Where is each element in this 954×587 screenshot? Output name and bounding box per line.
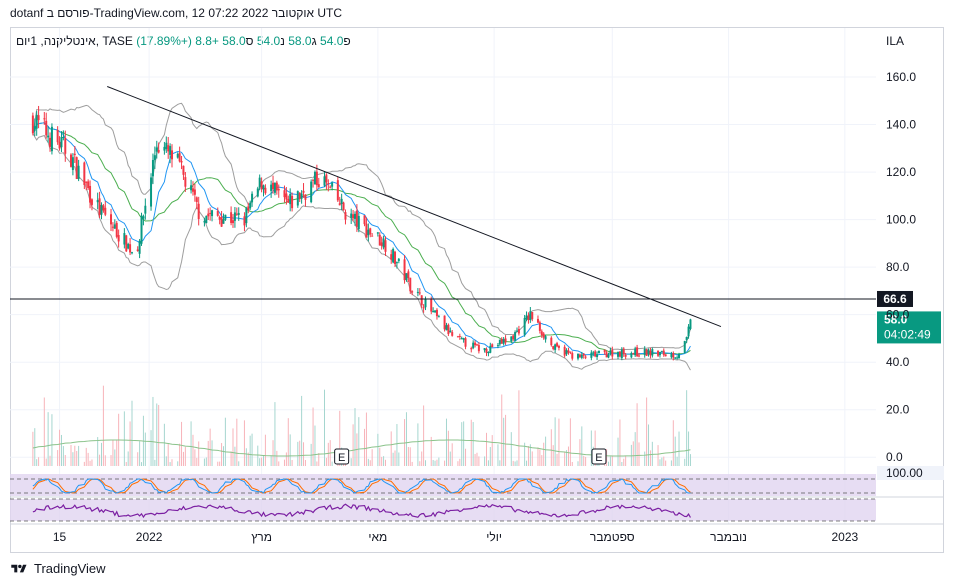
legend-open-label: פ [343,34,351,48]
legend-high-label: ג [311,34,317,48]
footer-brand-text: TradingView [34,561,106,576]
header-title: dotanf פורסם ב-TradingView.com, 12 אוקטו… [10,6,343,20]
legend-close: 58.0 [222,34,246,48]
legend-high: 58.0 [288,34,312,48]
tradingview-logo-icon [11,564,27,572]
legend-change: +8.8 (+17.89%) [136,34,219,48]
currency-label: ILA [886,34,905,48]
legend-low-label: נ [280,34,285,48]
chart-header: dotanf פורסם ב-TradingView.com, 12 אוקטו… [10,6,342,20]
footer-brand: TradingView [10,561,106,576]
legend-low: 54.0 [256,34,281,48]
legend-close-label: ס [245,34,254,48]
symbol-legend: אינטליקנה, 1יום, TASE פ54.0 ג58.0 נ54.0 … [16,34,351,48]
legend-open: 54.0 [320,34,344,48]
legend-symbol: אינטליקנה, 1יום, TASE [16,34,133,48]
chart-frame [10,27,944,553]
